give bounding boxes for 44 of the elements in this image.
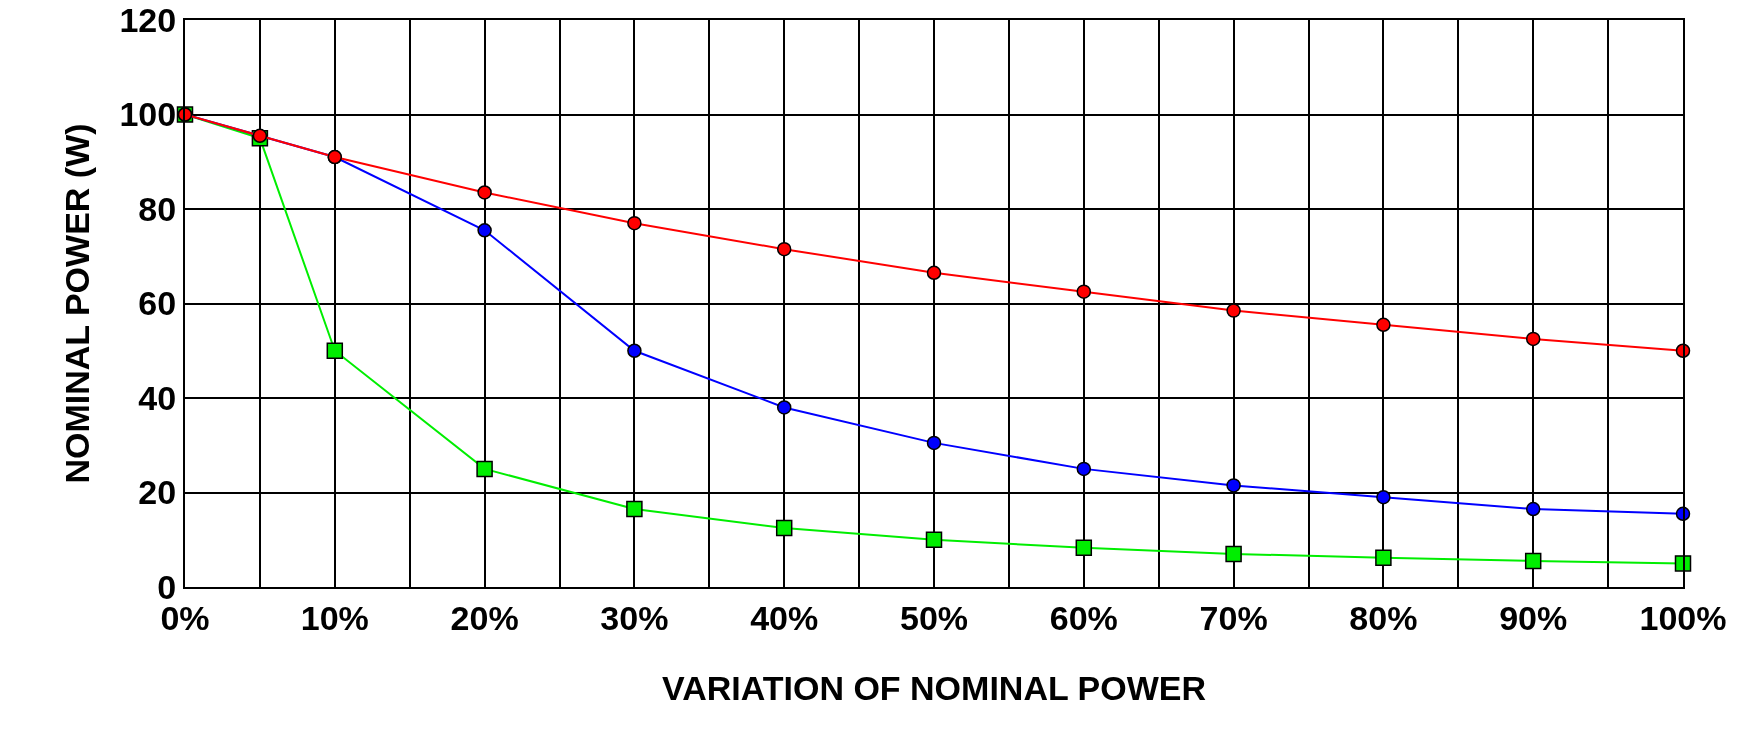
point [476,460,493,478]
y-tick-label: 80 [138,189,177,228]
point [1525,331,1541,347]
point [1226,303,1241,318]
x-tick-label: 70% [1199,598,1268,637]
y-tick-label: 40 [138,378,177,417]
point [1076,284,1092,299]
x-tick-label: 10% [300,598,369,637]
point [627,343,642,358]
x-tick-label: 30% [600,598,669,637]
point [1076,461,1092,477]
y-tick-label: 20 [138,473,177,512]
point [1075,539,1093,557]
point [1524,552,1542,570]
x-tick-label: 90% [1499,598,1568,637]
point [775,519,793,537]
point [926,265,942,281]
point [252,128,268,143]
x-tick-label: 20% [450,598,519,637]
x-tick-label: 60% [1049,598,1118,637]
point [776,241,792,257]
point [627,215,642,231]
point [477,185,492,200]
x-tick-label: 40% [750,598,819,637]
point [1375,549,1392,566]
x-tick-label: 50% [899,598,969,637]
point [626,500,643,518]
y-axis-title: NOMINAL POWER (W) [57,123,96,484]
y-tick-label: 100 [119,95,177,134]
point [926,435,942,451]
x-axis-title: VARIATION OF NOMINAL POWER [662,668,1206,707]
point [1226,478,1241,493]
x-tick-label: 80% [1349,598,1418,637]
point [1225,545,1242,563]
y-tick-label: 120 [119,0,177,39]
x-tick-label: 100% [1639,598,1727,637]
point [1525,501,1541,517]
point [477,223,492,238]
point [1376,489,1391,505]
point [326,342,344,359]
point [925,531,943,548]
point [776,400,792,415]
point [1376,317,1391,332]
y-tick-label: 60 [138,284,177,323]
